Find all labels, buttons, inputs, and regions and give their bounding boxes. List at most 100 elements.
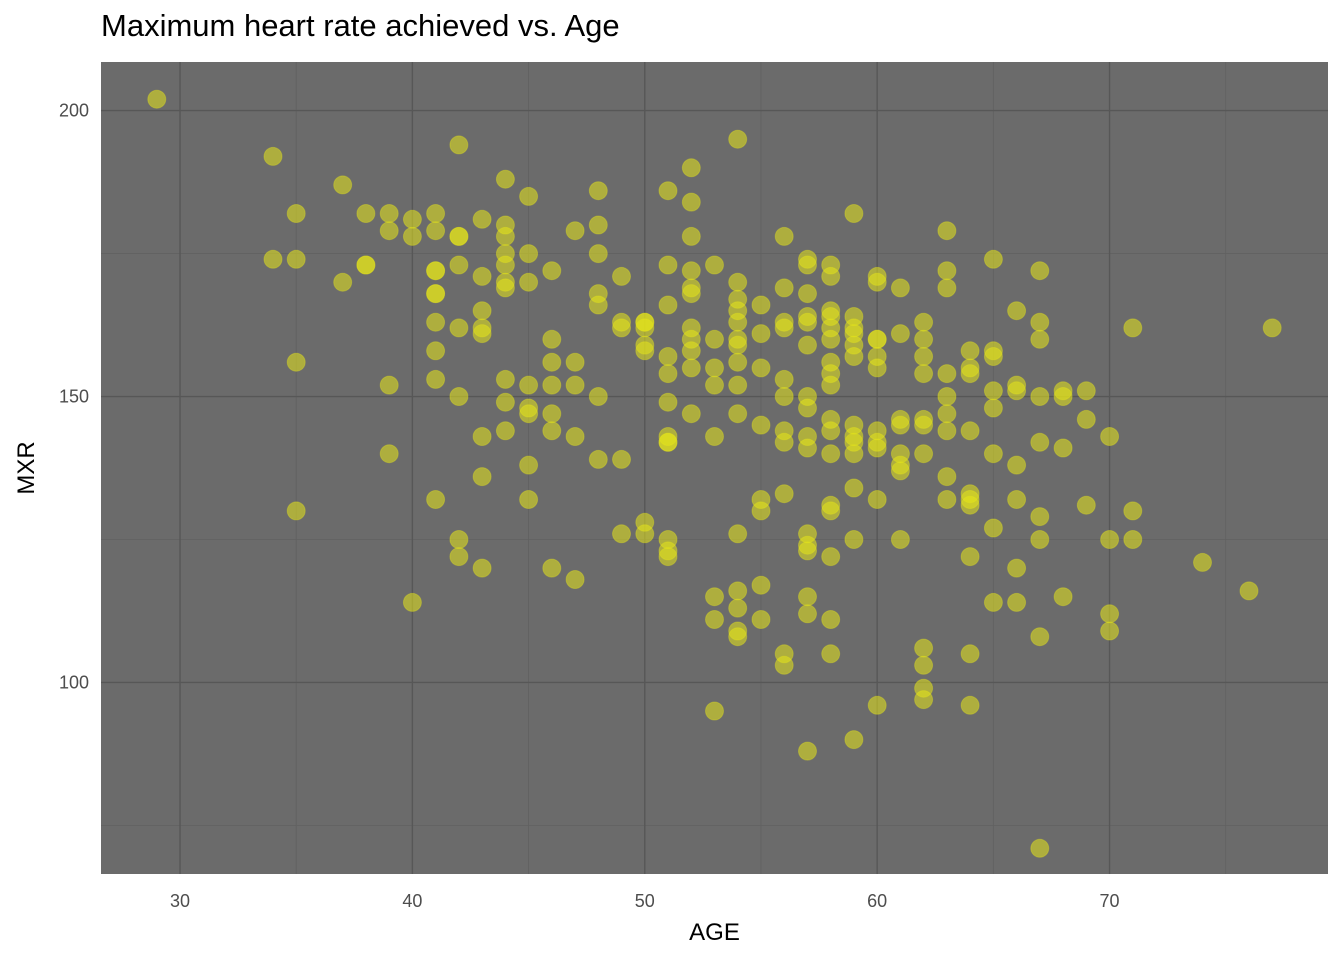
data-point (821, 421, 841, 441)
data-point (914, 347, 934, 366)
y-tick-label: 200 (59, 101, 89, 121)
data-point (449, 387, 469, 406)
data-point (774, 278, 794, 298)
data-point (426, 312, 446, 332)
data-point (588, 387, 608, 406)
data-point (728, 627, 748, 647)
data-point (426, 369, 446, 389)
data-point (705, 375, 724, 395)
data-point (472, 427, 492, 446)
data-point (798, 741, 817, 761)
data-point (402, 226, 422, 246)
data-point (472, 324, 492, 344)
data-point (914, 444, 934, 464)
data-point (705, 701, 724, 721)
x-axis-title: AGE (689, 919, 740, 946)
data-point (495, 278, 515, 298)
data-point (519, 244, 539, 264)
data-point (681, 158, 701, 178)
data-point (1239, 581, 1259, 601)
data-point (658, 364, 678, 384)
data-point (472, 558, 492, 578)
data-point (1100, 530, 1120, 549)
plot-panel (101, 62, 1328, 874)
data-point (983, 381, 1003, 401)
data-point (286, 249, 306, 269)
data-point (263, 146, 283, 166)
data-point (681, 341, 701, 361)
data-point (612, 524, 631, 544)
data-point (565, 570, 585, 589)
data-point (705, 427, 724, 446)
data-point (705, 587, 724, 607)
data-point (658, 347, 678, 366)
data-point (565, 375, 585, 395)
data-point (867, 358, 887, 378)
data-point (867, 272, 887, 292)
data-point (774, 432, 794, 452)
data-point (635, 341, 655, 361)
data-point (798, 587, 817, 607)
data-point (751, 610, 771, 629)
data-point (147, 89, 167, 109)
data-point (844, 730, 864, 750)
data-point (519, 186, 539, 206)
data-point (960, 644, 980, 664)
data-point (751, 415, 771, 435)
data-point (844, 478, 864, 498)
data-point (542, 375, 562, 395)
data-point (890, 461, 910, 481)
data-point (798, 255, 817, 275)
data-point (1053, 587, 1073, 607)
data-point (542, 421, 562, 441)
data-point (658, 295, 678, 315)
data-point (774, 655, 794, 675)
data-point (379, 375, 399, 395)
data-point (426, 284, 446, 304)
data-point (1123, 530, 1143, 549)
data-point (751, 295, 771, 315)
data-point (588, 181, 608, 201)
data-point (472, 301, 492, 321)
data-point (426, 490, 446, 509)
data-point (519, 404, 539, 424)
data-point (867, 438, 887, 458)
data-point (983, 592, 1003, 612)
data-point (728, 352, 748, 372)
data-point (658, 392, 678, 412)
data-point (1007, 301, 1027, 321)
data-point (890, 415, 910, 435)
data-point (821, 644, 841, 664)
data-point (449, 226, 469, 246)
data-point (1030, 387, 1050, 406)
x-tick-label: 70 (1100, 891, 1120, 911)
data-point (728, 404, 748, 424)
data-point (728, 312, 748, 332)
data-point (728, 272, 748, 292)
data-point (356, 255, 376, 275)
data-point (681, 358, 701, 378)
data-point (867, 695, 887, 715)
data-point (612, 318, 631, 338)
data-point (495, 369, 515, 389)
data-point (751, 324, 771, 344)
data-point (1076, 495, 1096, 515)
data-point (1030, 329, 1050, 349)
data-point (960, 695, 980, 715)
data-point (821, 501, 841, 521)
y-tick-label: 100 (59, 672, 89, 692)
data-point (774, 226, 794, 246)
data-point (960, 364, 980, 384)
data-point (379, 204, 399, 223)
data-point (1030, 838, 1050, 858)
major-gridlines (101, 62, 1328, 874)
data-point (286, 204, 306, 223)
data-point (426, 341, 446, 361)
data-point (774, 484, 794, 504)
data-point (774, 318, 794, 338)
data-point (1007, 558, 1027, 578)
data-point (914, 364, 934, 384)
data-point (612, 449, 631, 469)
data-point (751, 501, 771, 521)
data-point (449, 547, 469, 567)
